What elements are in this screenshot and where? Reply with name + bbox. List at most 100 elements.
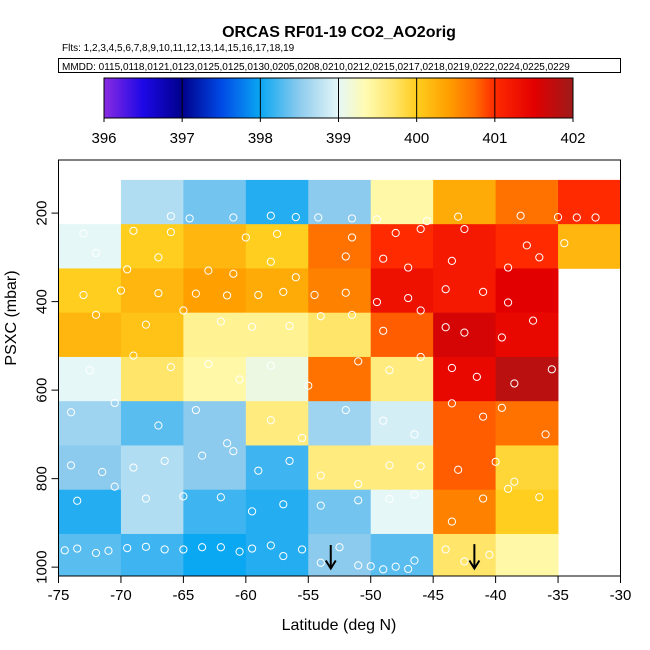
y-tick-label: 800 bbox=[34, 466, 51, 491]
data-point bbox=[510, 477, 519, 486]
data-point bbox=[510, 379, 519, 388]
data-point bbox=[229, 447, 238, 456]
data-point bbox=[416, 352, 425, 362]
heatmap-cell bbox=[495, 268, 559, 314]
data-point bbox=[235, 375, 244, 384]
data-point bbox=[460, 224, 469, 234]
data-point bbox=[85, 366, 94, 375]
data-point bbox=[141, 542, 151, 551]
data-point bbox=[535, 253, 544, 262]
data-point bbox=[347, 233, 357, 242]
x-tick-label: -45 bbox=[422, 587, 444, 604]
data-point bbox=[560, 366, 569, 375]
data-point bbox=[522, 241, 531, 250]
data-point bbox=[310, 290, 319, 300]
data-point bbox=[223, 439, 232, 448]
data-point bbox=[335, 543, 344, 552]
data-point bbox=[416, 306, 425, 315]
data-point bbox=[291, 273, 300, 282]
data-point bbox=[460, 328, 469, 337]
heatmap-cell bbox=[308, 533, 372, 577]
data-point bbox=[247, 544, 257, 553]
data-point bbox=[454, 465, 463, 474]
heatmap-cell bbox=[370, 401, 434, 446]
heatmap-cell bbox=[245, 489, 309, 535]
heatmap-cell bbox=[433, 445, 497, 491]
heatmap-cell bbox=[245, 312, 309, 358]
data-point bbox=[316, 501, 325, 510]
data-point bbox=[216, 493, 225, 502]
data-point bbox=[454, 212, 463, 221]
heatmap-cell bbox=[433, 224, 497, 269]
data-point bbox=[279, 287, 288, 296]
data-point bbox=[79, 229, 88, 238]
x-tick-label: -35 bbox=[547, 587, 569, 604]
data-point bbox=[491, 457, 500, 466]
heatmap-cell bbox=[58, 268, 122, 314]
data-point bbox=[166, 228, 175, 237]
data-point bbox=[110, 398, 119, 408]
data-point bbox=[129, 226, 138, 235]
colorbar-tick-label: 396 bbox=[91, 130, 116, 147]
data-point bbox=[441, 323, 450, 332]
data-point bbox=[553, 212, 563, 222]
data-point bbox=[185, 214, 194, 223]
heatmap-cell bbox=[308, 268, 372, 314]
heatmap-cell bbox=[120, 401, 184, 446]
data-point bbox=[410, 556, 419, 565]
arrow-head bbox=[324, 559, 337, 571]
heatmap-cell bbox=[308, 312, 372, 358]
data-point bbox=[516, 211, 525, 220]
heatmap-cell bbox=[183, 356, 247, 402]
data-point bbox=[504, 484, 513, 493]
colorbar-tick-label: 402 bbox=[560, 130, 585, 147]
x-tick-label: -30 bbox=[610, 587, 632, 604]
data-point bbox=[198, 543, 207, 552]
x-tick-label: -40 bbox=[485, 587, 507, 604]
colorbar-tick-label: 400 bbox=[404, 130, 429, 147]
data-point bbox=[123, 265, 132, 274]
data-point bbox=[98, 467, 107, 477]
data-point bbox=[216, 543, 225, 552]
heatmap-cell bbox=[495, 312, 559, 358]
data-point bbox=[279, 500, 288, 509]
arrow-head bbox=[468, 559, 481, 571]
heatmap-cell bbox=[120, 268, 184, 314]
heatmap-cell bbox=[433, 179, 497, 225]
x-tick-label: -55 bbox=[297, 587, 319, 604]
data-point bbox=[129, 463, 138, 472]
dates-box bbox=[58, 58, 621, 73]
data-point bbox=[379, 565, 388, 574]
observation-points bbox=[60, 211, 600, 574]
data-point bbox=[223, 291, 232, 300]
heatmap-cell bbox=[433, 489, 497, 535]
heatmap-cell bbox=[433, 356, 497, 402]
heatmap-cell bbox=[370, 356, 434, 402]
data-point bbox=[285, 321, 294, 331]
data-point bbox=[314, 213, 323, 222]
data-point bbox=[141, 320, 151, 329]
data-point bbox=[572, 213, 581, 222]
data-point bbox=[504, 263, 513, 272]
data-point bbox=[79, 290, 88, 300]
heatmap-cell bbox=[58, 489, 122, 535]
heatmap-cell bbox=[120, 312, 184, 358]
heatmap-cell bbox=[183, 401, 247, 446]
data-point bbox=[404, 263, 413, 272]
data-point bbox=[123, 544, 132, 553]
heatmap-cell bbox=[308, 179, 372, 225]
data-point bbox=[385, 366, 394, 375]
data-point bbox=[422, 216, 432, 226]
data-point bbox=[416, 462, 425, 471]
data-point bbox=[191, 289, 200, 298]
y-tick-label: 600 bbox=[34, 378, 51, 403]
data-point bbox=[285, 456, 294, 466]
x-tick-label: -60 bbox=[235, 587, 257, 604]
heatmap-cell bbox=[183, 224, 247, 269]
data-point bbox=[129, 351, 138, 360]
data-point bbox=[272, 229, 282, 239]
data-point bbox=[247, 507, 257, 516]
data-point bbox=[116, 286, 126, 295]
heatmap-cell bbox=[370, 179, 434, 225]
